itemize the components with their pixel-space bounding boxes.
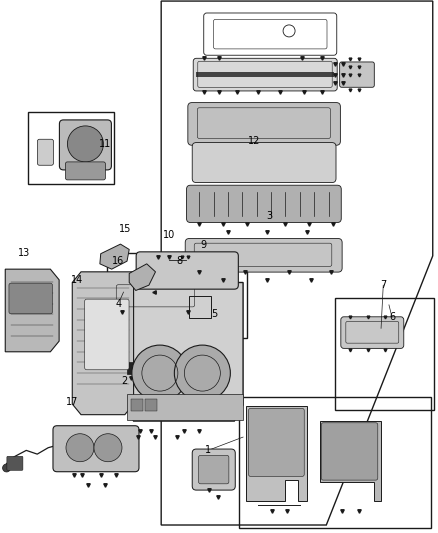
FancyBboxPatch shape (85, 299, 129, 370)
Text: 5: 5 (212, 310, 218, 319)
FancyBboxPatch shape (321, 423, 378, 480)
Bar (127, 394, 243, 420)
Text: 8: 8 (177, 256, 183, 266)
Text: 9: 9 (201, 240, 207, 250)
Text: 10: 10 (162, 230, 175, 239)
Polygon shape (72, 272, 134, 415)
Bar (239, 397, 431, 528)
FancyBboxPatch shape (193, 58, 337, 91)
Circle shape (3, 464, 11, 472)
FancyBboxPatch shape (9, 283, 53, 314)
Text: 3: 3 (266, 211, 272, 221)
Polygon shape (5, 269, 59, 352)
Bar (107, 253, 247, 338)
FancyBboxPatch shape (7, 456, 23, 470)
Bar (335, 298, 434, 410)
Text: 4: 4 (115, 299, 121, 309)
Bar (189, 296, 211, 318)
Bar (127, 362, 140, 374)
FancyBboxPatch shape (188, 102, 340, 146)
FancyBboxPatch shape (37, 139, 53, 165)
Polygon shape (129, 264, 155, 290)
FancyBboxPatch shape (198, 455, 229, 484)
FancyBboxPatch shape (60, 120, 111, 170)
Text: 17: 17 (66, 398, 78, 407)
Text: 2: 2 (122, 376, 128, 386)
Bar (145, 399, 156, 411)
Polygon shape (125, 282, 243, 421)
Circle shape (67, 126, 103, 162)
Text: 12: 12 (248, 136, 260, 146)
FancyBboxPatch shape (248, 408, 304, 477)
FancyBboxPatch shape (192, 449, 235, 490)
Bar (131, 399, 143, 411)
Bar (196, 72, 334, 77)
Polygon shape (100, 244, 129, 269)
Circle shape (66, 434, 94, 462)
Text: 13: 13 (18, 248, 30, 258)
Polygon shape (320, 421, 381, 501)
Text: 15: 15 (119, 224, 131, 234)
Text: 7: 7 (380, 280, 386, 290)
FancyBboxPatch shape (65, 162, 106, 180)
FancyBboxPatch shape (339, 62, 374, 87)
FancyBboxPatch shape (142, 259, 182, 278)
Circle shape (174, 345, 230, 401)
Text: 16: 16 (112, 256, 124, 266)
FancyBboxPatch shape (341, 317, 404, 349)
Circle shape (94, 434, 122, 462)
FancyBboxPatch shape (185, 238, 342, 272)
Polygon shape (246, 406, 307, 501)
Text: 6: 6 (389, 312, 395, 322)
FancyBboxPatch shape (53, 426, 139, 472)
FancyBboxPatch shape (192, 142, 336, 183)
Text: 1: 1 (205, 446, 211, 455)
FancyBboxPatch shape (136, 252, 238, 289)
FancyBboxPatch shape (187, 185, 341, 223)
Text: 14: 14 (71, 275, 83, 285)
Bar (28, 112, 114, 184)
Circle shape (132, 345, 188, 401)
Text: 11: 11 (99, 139, 111, 149)
FancyBboxPatch shape (111, 281, 200, 311)
